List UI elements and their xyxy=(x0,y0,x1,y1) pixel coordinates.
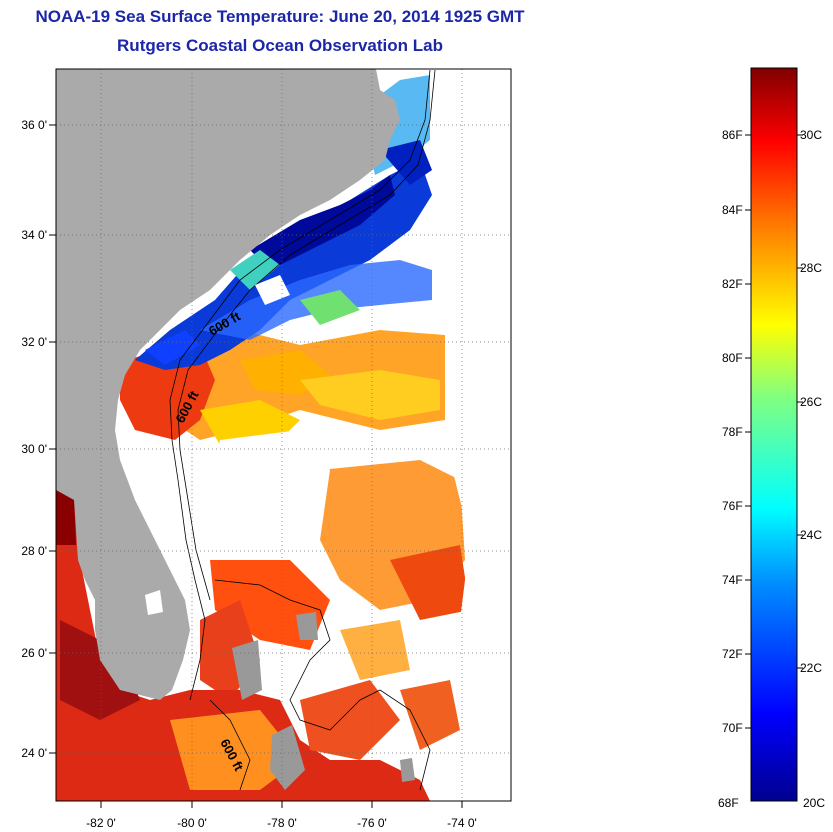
colorbar-c-label: 28C xyxy=(800,261,823,275)
colorbar-c-label: 22C xyxy=(800,661,823,675)
colorbar-f-label: 86F xyxy=(722,128,743,142)
colorbar-f-label: 76F xyxy=(722,499,743,513)
colorbar-f-label: 74F xyxy=(722,573,743,587)
lon-tick-label: -82 0' xyxy=(86,816,116,830)
colorbar-f-label: 80F xyxy=(722,351,743,365)
map-title: NOAA-19 Sea Surface Temperature: June 20… xyxy=(35,7,525,26)
axis-ticks xyxy=(49,124,463,808)
lat-tick-label: 24 0' xyxy=(21,746,47,760)
sst-data-layer xyxy=(56,330,470,801)
map-subtitle: Rutgers Coastal Ocean Observation Lab xyxy=(117,36,443,55)
colorbar-c-label: 26C xyxy=(800,395,823,409)
lat-tick-label: 36 0' xyxy=(21,118,47,132)
lat-tick-label: 30 0' xyxy=(21,442,47,456)
colorbar-c-label: 20C xyxy=(803,796,826,810)
lat-tick-label: 32 0' xyxy=(21,335,47,349)
colorbar-f-label: 70F xyxy=(722,721,743,735)
colorbar-ticks xyxy=(745,134,803,729)
lon-tick-label: -78 0' xyxy=(267,816,297,830)
lon-tick-label: -74 0' xyxy=(447,816,477,830)
colorbar-f-label: 84F xyxy=(722,203,743,217)
land-mass xyxy=(56,69,415,790)
colorbar-f-label: 72F xyxy=(722,647,743,661)
colorbar-c-label: 30C xyxy=(800,128,823,142)
lat-tick-label: 28 0' xyxy=(21,544,47,558)
lon-tick-label: -80 0' xyxy=(177,816,207,830)
lat-tick-label: 26 0' xyxy=(21,646,47,660)
colorbar-c-label: 24C xyxy=(800,528,823,542)
colorbar-f-label: 82F xyxy=(722,277,743,291)
cloud-gaps xyxy=(210,180,511,801)
colorbar-f-label: 78F xyxy=(722,425,743,439)
colorbar-f-label: 68F xyxy=(718,796,739,810)
colorbar xyxy=(750,67,798,802)
bathymetry-contours xyxy=(169,69,436,791)
map-border xyxy=(55,68,512,802)
lon-tick-label: -76 0' xyxy=(357,816,387,830)
lat-tick-label: 34 0' xyxy=(21,228,47,242)
